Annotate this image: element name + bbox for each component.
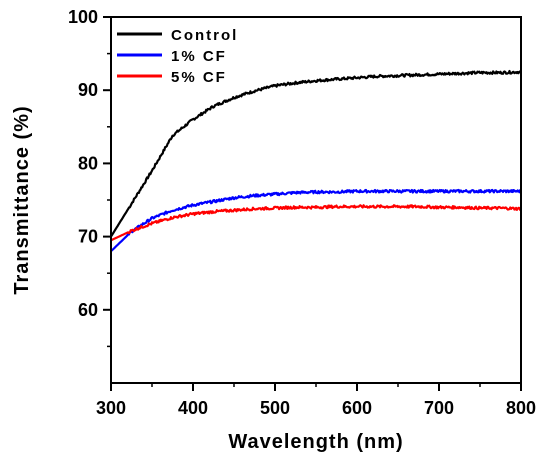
- x-tick-label: 600: [342, 398, 372, 418]
- x-axis-title: Wavelength (nm): [228, 431, 403, 453]
- series-line-2: [110, 204, 522, 242]
- y-tick-label: 60: [78, 300, 98, 320]
- y-tick-label: 90: [78, 80, 98, 100]
- y-axis-title: Transmittance (%): [11, 105, 33, 294]
- legend-label-0: Control: [171, 27, 238, 44]
- y-tick-label: 100: [68, 7, 98, 27]
- legend-label-2: 5% CF: [171, 69, 227, 86]
- x-tick-label: 800: [506, 398, 536, 418]
- series-line-0: [110, 69, 522, 238]
- series-line-1: [110, 188, 522, 252]
- legend-label-1: 1% CF: [171, 48, 227, 65]
- series-lines: [110, 69, 522, 252]
- x-tick-label: 400: [178, 398, 208, 418]
- legend: Control 1% CF 5% CF: [117, 27, 238, 86]
- x-tick-label: 300: [96, 398, 126, 418]
- x-tick-label: 700: [424, 398, 454, 418]
- x-tick-label: 500: [260, 398, 290, 418]
- axis-ticks: 300 400 500 600 700 800 60 70 80 90 100: [68, 7, 536, 418]
- y-tick-label: 80: [78, 153, 98, 173]
- y-tick-label: 70: [78, 227, 98, 247]
